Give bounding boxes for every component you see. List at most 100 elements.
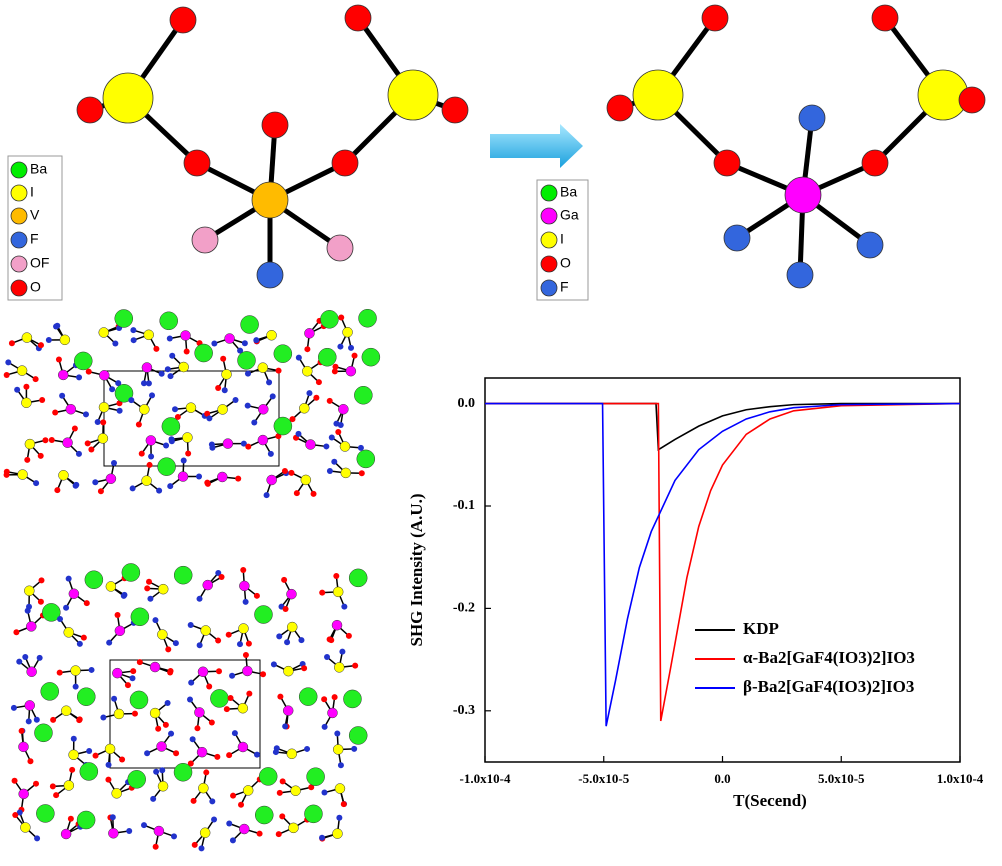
- legend-label: F: [560, 279, 569, 295]
- atom: [288, 469, 295, 476]
- atom: [85, 368, 92, 375]
- atom: [242, 652, 249, 659]
- atom: [18, 741, 29, 753]
- atom: [342, 326, 353, 338]
- atom: [34, 835, 41, 842]
- atom: [276, 633, 283, 640]
- atom: [331, 458, 338, 465]
- atom: [97, 488, 104, 495]
- atom: [27, 758, 34, 765]
- atom: [63, 627, 74, 638]
- atom: [277, 693, 284, 700]
- atom: [304, 745, 311, 752]
- atom: [124, 682, 131, 689]
- atom: [215, 637, 222, 644]
- atom: [339, 441, 351, 452]
- atom: [61, 705, 72, 716]
- atom: [341, 603, 348, 610]
- atom: [18, 788, 29, 800]
- atom: [52, 409, 59, 416]
- atom: [146, 578, 153, 585]
- atom: [82, 411, 89, 418]
- atom: [109, 386, 116, 393]
- atom: [209, 798, 216, 805]
- atom: [327, 707, 338, 719]
- atom: [237, 347, 244, 354]
- atom: [245, 443, 252, 450]
- atom: [237, 702, 249, 714]
- atom: [174, 413, 181, 420]
- atom: [338, 314, 345, 321]
- atom: [127, 770, 146, 789]
- atom: [168, 730, 175, 737]
- atom: [112, 340, 119, 347]
- atom: [239, 823, 250, 835]
- atom: [114, 384, 134, 403]
- atom: [263, 492, 270, 499]
- atom: [217, 471, 228, 483]
- atom: [36, 804, 55, 823]
- legend-label: α-Ba2[GaF4(IO3)2]IO3: [743, 648, 915, 667]
- x-axis-label: T(Secend): [733, 791, 807, 810]
- atom: [42, 603, 61, 622]
- x-tick-label: -1.0x10-4: [460, 771, 511, 786]
- structure-right: [606, 4, 986, 289]
- atom: [290, 785, 301, 796]
- atom: [324, 654, 331, 661]
- atom: [323, 443, 330, 450]
- legend-right: Ba Ga I O F: [536, 179, 589, 301]
- atom: [24, 585, 35, 597]
- atom: [206, 683, 213, 690]
- atom: [358, 308, 377, 328]
- atom: [331, 694, 338, 701]
- atom: [62, 437, 73, 448]
- atom: [157, 583, 169, 595]
- atom: [348, 344, 355, 351]
- atom: [144, 585, 151, 592]
- atom: [121, 563, 141, 582]
- atom: [229, 837, 236, 844]
- atom: [162, 721, 169, 728]
- atom: [257, 434, 269, 446]
- atom: [279, 813, 286, 820]
- atom: [3, 468, 10, 475]
- atom: [155, 725, 162, 732]
- atom: [218, 574, 225, 581]
- atom: [224, 333, 235, 344]
- atom: [190, 797, 197, 804]
- atom: [358, 470, 365, 477]
- atom: [281, 576, 288, 583]
- atom: [204, 410, 211, 417]
- atom: [148, 453, 155, 460]
- atom: [187, 760, 194, 767]
- atom: [167, 483, 174, 490]
- atom: [319, 834, 326, 841]
- atom: [351, 352, 358, 359]
- atom: [112, 667, 123, 679]
- atom: [286, 588, 297, 600]
- atom: [16, 365, 28, 376]
- atom: [203, 769, 210, 776]
- atom: [232, 396, 239, 403]
- atom: [214, 753, 221, 760]
- atom: [68, 588, 80, 599]
- atom: [55, 356, 62, 363]
- legend-label: Ba: [30, 161, 47, 177]
- atom: [304, 804, 323, 824]
- atom: [114, 611, 121, 618]
- atom: [84, 570, 104, 589]
- atom: [24, 438, 36, 450]
- atom: [105, 776, 112, 783]
- atom: [120, 592, 127, 599]
- atom: [3, 371, 10, 378]
- atom: [75, 450, 82, 457]
- atom: [299, 403, 310, 414]
- atom: [304, 328, 315, 339]
- atom: [153, 345, 160, 352]
- atom: [227, 694, 234, 701]
- atom: [286, 748, 298, 760]
- x-tick-label: 1.0x10-4: [937, 771, 984, 786]
- atom: [92, 479, 99, 486]
- plot-frame: [484, 377, 961, 763]
